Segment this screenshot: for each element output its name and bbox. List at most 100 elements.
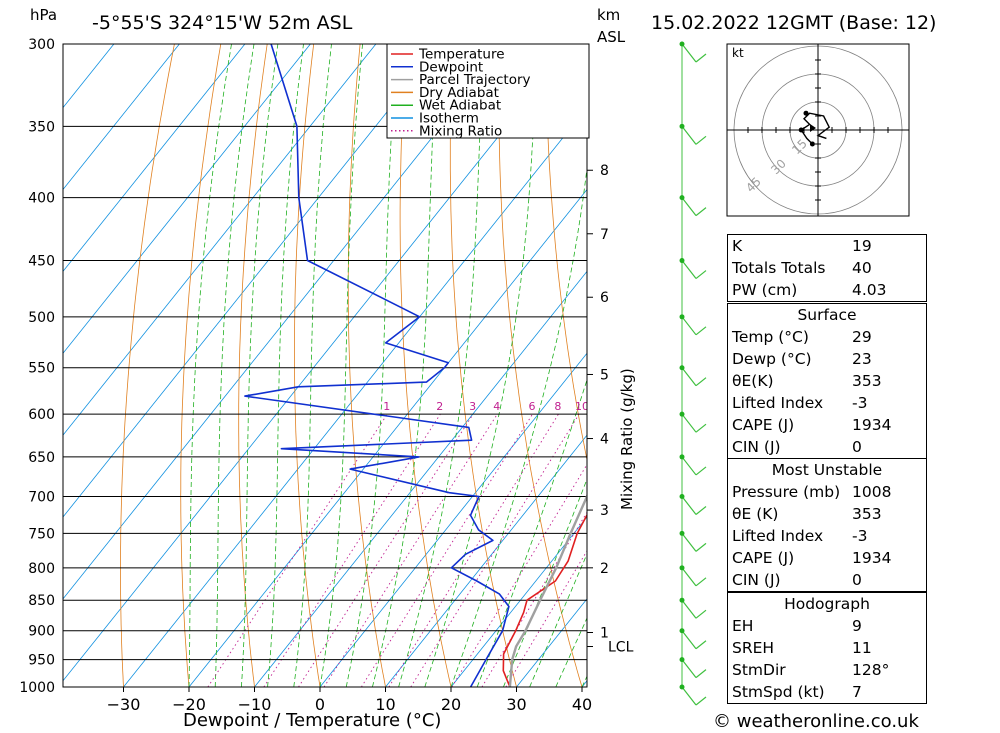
legend-label: Mixing Ratio [419, 123, 502, 139]
mu-cin-value: 0 [852, 571, 862, 589]
asl-label: ASL [597, 28, 626, 46]
mu-cin-label: CIN (J) [732, 571, 781, 589]
wind-barb-staff [681, 630, 697, 650]
mixing-ratio-line [263, 413, 441, 687]
wind-barb-flag [695, 542, 707, 552]
wind-barb-staff [681, 599, 697, 619]
x-tick-label: −20 [172, 695, 206, 714]
wind-barb-flag [695, 466, 707, 476]
legend-label: Parcel Trajectory [419, 72, 531, 88]
pressure-tick-label: 450 [28, 254, 55, 270]
wind-barb-flag [695, 696, 707, 706]
wind-barb [679, 628, 707, 650]
pressure-tick-label: 800 [28, 561, 55, 577]
mixing-ratio-label: 2 [436, 400, 443, 413]
wind-barb-flag [695, 207, 707, 217]
wind-barb [679, 657, 707, 679]
stmspd-value: 7 [852, 683, 862, 701]
plot-frame [62, 43, 588, 688]
wind-barb-flag [695, 640, 707, 650]
copyright-footer: © weatheronline.co.uk [713, 711, 919, 732]
wind-barb-dot [679, 597, 685, 603]
mixing-ratio-line [207, 413, 388, 687]
wind-barb [679, 565, 707, 587]
wind-barb [679, 494, 707, 515]
surface-temp-value: 29 [852, 328, 872, 346]
eh-value: 9 [852, 617, 862, 635]
isotherm-line [63, 44, 180, 191]
pressure-tick-label: 550 [28, 361, 55, 377]
x-axis-title: Dewpoint / Temperature (°C) [183, 710, 441, 731]
isotherm-line [319, 352, 587, 687]
legend-label: Dewpoint [419, 59, 483, 75]
surface-title: Surface [797, 306, 857, 324]
mu-cape-label: CAPE (J) [732, 549, 795, 567]
dry-adiabat-line [120, 44, 175, 687]
pressure-tick-label: 350 [28, 119, 55, 135]
storm-motion-marker [810, 124, 816, 132]
wet-adiabat-line [345, 44, 398, 687]
dry-adiabat-line [238, 44, 268, 687]
hodograph-point [798, 127, 804, 133]
mixing-ratio-label: 6 [528, 400, 535, 413]
mu-li-label: Lifted Index [732, 527, 824, 545]
wind-barbs [679, 41, 707, 706]
datetime-label: 15.02.2022 12GMT (Base: 12) [651, 12, 936, 34]
isotherm-line [123, 106, 587, 687]
wind-barb-staff [681, 686, 697, 706]
wind-barb-dot [679, 314, 685, 320]
x-tick-label: 20 [441, 695, 461, 714]
wind-barb-staff [681, 197, 697, 217]
surface-cin-value: 0 [852, 438, 862, 456]
hpa-label: hPa [30, 6, 57, 24]
mu-theta-value: 353 [852, 505, 882, 523]
pressure-tick-label: 950 [28, 653, 55, 669]
wind-barb-flag [695, 423, 707, 433]
mixing-ratio-label: 1 [383, 400, 390, 413]
wind-barb-dot [679, 411, 685, 417]
stmspd-label: StmSpd (kt) [732, 683, 825, 701]
isotherm-line [63, 44, 508, 600]
surface-li-value: -3 [852, 394, 868, 412]
wet-adiabat-line [241, 44, 279, 687]
surface-cape-value: 1934 [852, 416, 892, 434]
wind-barb-staff [681, 413, 697, 433]
wet-adiabat-line [267, 44, 304, 687]
wind-barb [679, 195, 707, 217]
wind-barb [679, 411, 707, 433]
km-label: km [597, 6, 620, 24]
mixing-ratio-label: 20 [642, 400, 656, 413]
legend-label: Wet Adiabat [419, 98, 501, 114]
wind-barb [679, 530, 707, 552]
wind-barb [679, 365, 707, 387]
surface-cin-label: CIN (J) [732, 438, 781, 456]
wind-barb-dot [679, 454, 685, 460]
dry-adiabat-line [592, 44, 713, 687]
pw-value: 4.03 [852, 281, 887, 299]
dry-adiabat-line [917, 44, 1000, 687]
mixing-ratio-label: 25 [664, 400, 678, 413]
wind-barb-dot [679, 41, 685, 47]
wind-barb-staff [681, 260, 697, 279]
surface-theta-label: θE(K) [732, 372, 774, 390]
km-tick-label: 4 [600, 432, 609, 448]
wind-barb-flag [695, 326, 707, 336]
mu-li-value: -3 [852, 527, 868, 545]
x-tick-label: −10 [238, 695, 272, 714]
wind-barb-flag [695, 377, 707, 387]
wet-adiabat-line [450, 164, 587, 687]
surface-theta-value: 353 [852, 372, 882, 390]
k-value: 19 [852, 237, 872, 255]
x-tick-label: 10 [375, 695, 395, 714]
wind-barb-staff [681, 456, 697, 476]
km-tick-label: 8 [600, 163, 609, 179]
surface-table: Surface Temp (°C) 29 Dewp (°C) 23 θE(K) 353… [727, 303, 927, 459]
wind-barb-flag [695, 135, 707, 145]
wind-barb-flag [695, 577, 707, 587]
isotherm-line [63, 44, 377, 436]
mu-pressure-value: 1008 [852, 483, 892, 501]
isotherm-line [63, 44, 442, 518]
surface-dewp-label: Dewp (°C) [732, 350, 812, 368]
hodograph-trace [800, 112, 831, 145]
